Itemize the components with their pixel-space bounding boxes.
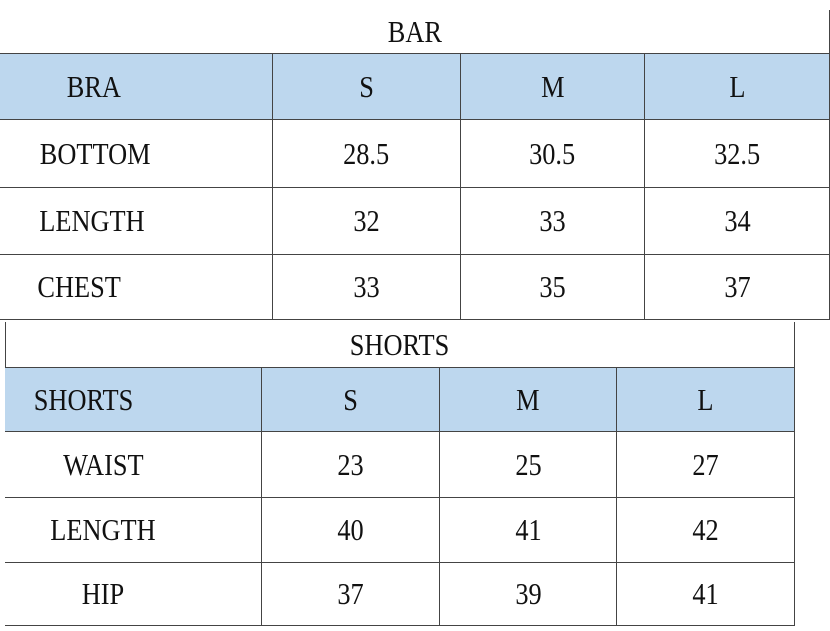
cell-text: SHORTS — [33, 381, 134, 417]
body-cell: 40 — [262, 498, 440, 563]
cell-text: LENGTH — [39, 203, 145, 238]
cell-text: 33 — [353, 269, 380, 304]
body-cell: 34 — [645, 188, 830, 255]
cell-text: 27 — [692, 446, 719, 482]
cell-text: BAR — [387, 13, 442, 49]
cell-text: 41 — [514, 512, 542, 547]
body-cell: HIP — [5, 563, 262, 626]
body-cell: 23 — [262, 432, 440, 498]
header-cell: M — [461, 54, 645, 120]
table-title: SHORTS — [5, 322, 795, 368]
header-cell: L — [645, 54, 830, 120]
header-cell: L — [617, 368, 795, 432]
body-cell: CHEST — [0, 255, 273, 320]
cell-text: L — [728, 68, 746, 104]
cell-text: S — [343, 381, 358, 417]
cell-text: 25 — [514, 446, 542, 482]
body-cell: 37 — [645, 255, 830, 320]
body-cell: 33 — [461, 188, 645, 255]
body-cell: 32.5 — [645, 120, 830, 188]
cell-text: 35 — [539, 269, 566, 304]
cell-text: 40 — [337, 512, 364, 547]
header-cell: M — [440, 368, 617, 432]
cell-text: WAIST — [62, 446, 144, 482]
body-cell: 42 — [617, 498, 795, 563]
header-cell: S — [262, 368, 440, 432]
body-cell: 30.5 — [461, 120, 645, 188]
cell-text: 32.5 — [713, 135, 761, 171]
cell-text: LENGTH — [50, 512, 156, 547]
cell-text: 33 — [539, 203, 566, 238]
header-cell: BRA — [0, 54, 273, 120]
cell-text: 37 — [723, 269, 751, 304]
body-cell: 25 — [440, 432, 617, 498]
body-cell: LENGTH — [0, 188, 273, 255]
cell-text: 42 — [692, 512, 719, 547]
cell-text: M — [516, 381, 540, 417]
cell-text: 41 — [692, 576, 719, 611]
body-cell: 32 — [273, 188, 461, 255]
body-cell: 37 — [262, 563, 440, 626]
cell-text: 34 — [723, 203, 751, 238]
cell-text: 30.5 — [529, 135, 576, 171]
body-cell: 41 — [440, 498, 617, 563]
cell-text: S — [359, 68, 374, 104]
header-cell: S — [273, 54, 461, 120]
body-cell: 33 — [273, 255, 461, 320]
body-cell: 27 — [617, 432, 795, 498]
cell-text: 39 — [514, 576, 542, 611]
body-cell: BOTTOM — [0, 120, 273, 188]
body-cell: 41 — [617, 563, 795, 626]
body-cell: 35 — [461, 255, 645, 320]
cell-text: 23 — [337, 446, 364, 482]
body-cell: 28.5 — [273, 120, 461, 188]
cell-text: BRA — [66, 68, 121, 104]
cell-text: L — [697, 381, 714, 417]
body-cell: LENGTH — [5, 498, 262, 563]
table-title: BAR — [0, 10, 830, 54]
cell-text: HIP — [81, 576, 125, 611]
body-cell: 39 — [440, 563, 617, 626]
cell-text: SHORTS — [350, 326, 450, 362]
cell-text: CHEST — [37, 269, 121, 304]
cell-text: 32 — [353, 203, 380, 238]
cell-text: 28.5 — [343, 135, 390, 171]
cell-text: 37 — [337, 576, 364, 611]
body-cell: WAIST — [5, 432, 262, 498]
cell-text: M — [540, 68, 565, 104]
header-cell: SHORTS — [5, 368, 262, 432]
cell-text: BOTTOM — [39, 135, 151, 171]
